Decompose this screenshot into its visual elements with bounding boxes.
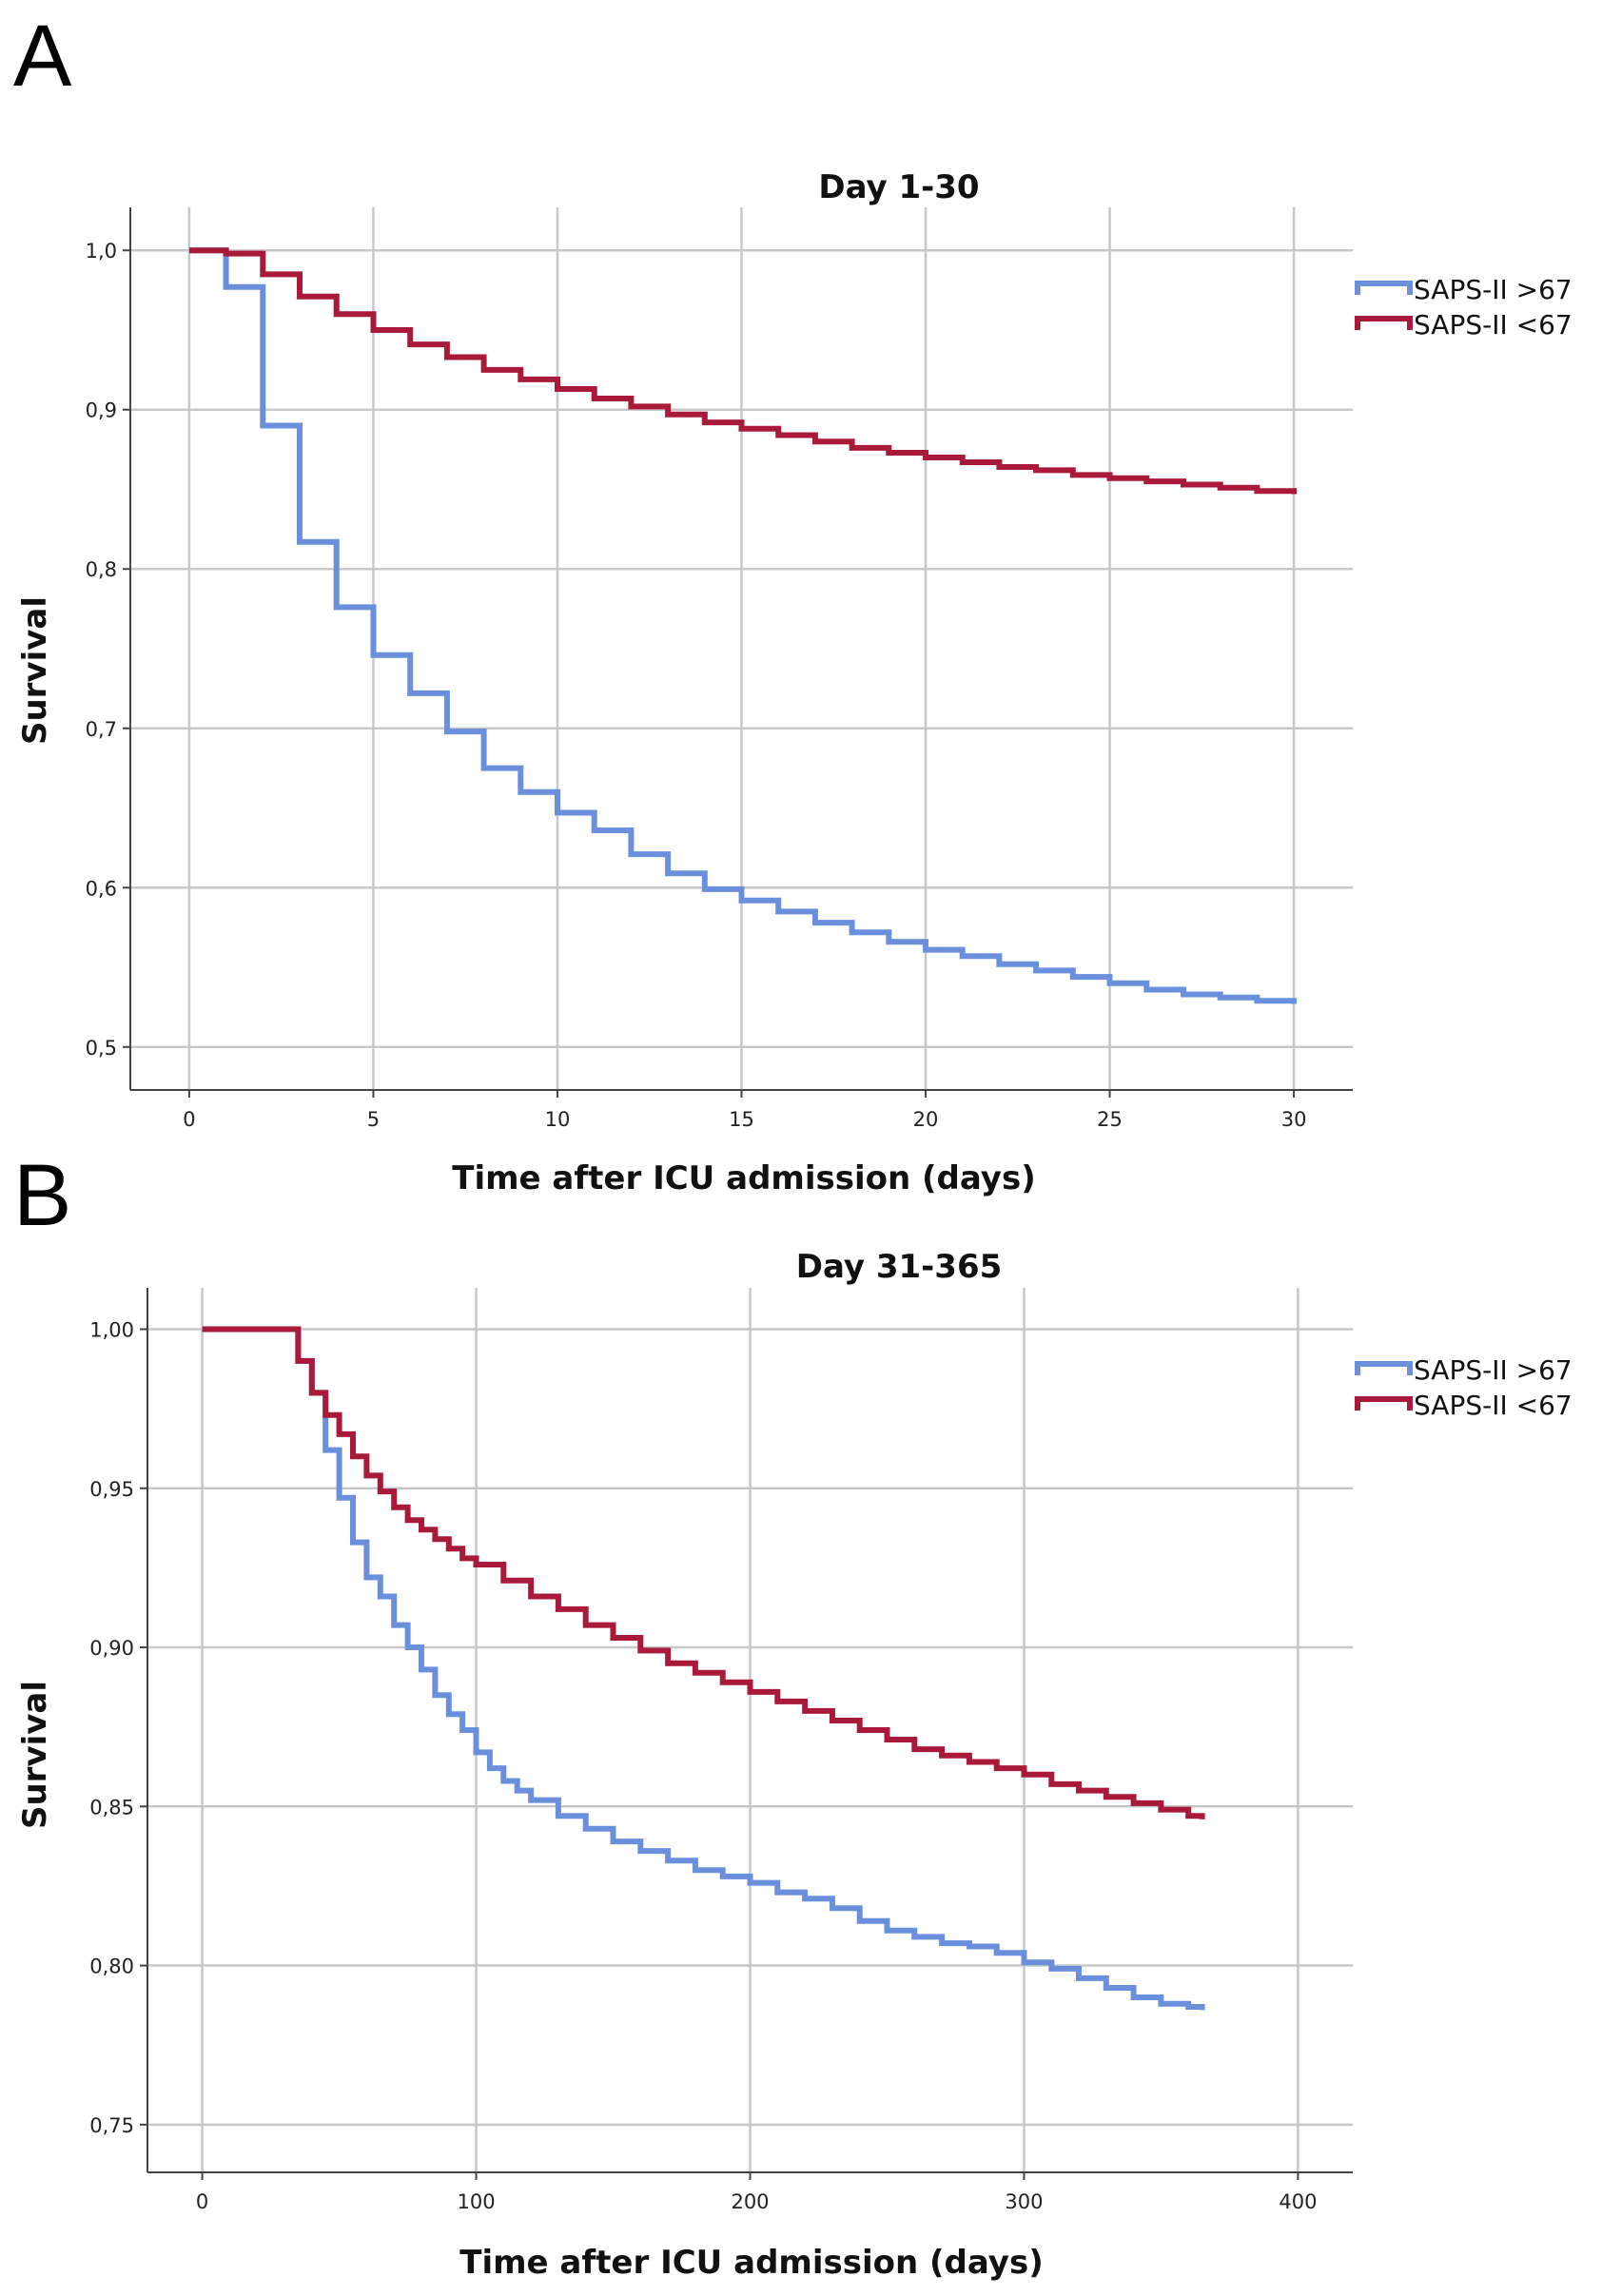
- chart-b-series-0-line: [202, 1326, 1205, 2011]
- chart-b-xlabel: Time after ICU admission (days): [459, 2244, 1043, 2282]
- chart-a-xtick-label-0: 0: [183, 1108, 195, 1131]
- chart-b-xtick-label-4: 400: [1279, 2190, 1317, 2213]
- chart-b-legend-label-1: SAPS-II <67: [1414, 1390, 1573, 1421]
- chart-b-ytick-label-3: 0,90: [89, 1637, 134, 1660]
- chart-a-series-0-line: [188, 247, 1298, 1004]
- chart-a-xtick-label-5: 25: [1097, 1108, 1123, 1131]
- chart-a-xlabel: Time after ICU admission (days): [452, 1159, 1035, 1197]
- chart-a-ytick-label-3: 0,8: [86, 558, 117, 581]
- panel-b-letter: B: [13, 1147, 71, 1244]
- chart-a-legend-label-0: SAPS-II >67: [1414, 274, 1573, 305]
- chart-a-xtick-label-3: 15: [729, 1108, 754, 1131]
- chart-a-curves: [188, 247, 1298, 1004]
- chart-b-xtick-label-0: 0: [196, 2190, 208, 2213]
- chart-a-series-1-line: [188, 247, 1298, 495]
- chart-a: Day 1-30 0 5 10 15 20 25 300,50,60,70,80,91,0 …: [16, 168, 1573, 1197]
- chart-a-ytick-label-5: 1,0: [86, 240, 117, 263]
- chart-b: Day 31-365 0 100 200 300 400 0,75 0,80 0,85 0,90…: [16, 1248, 1573, 2282]
- chart-b-xtick-label-1: 100: [457, 2190, 495, 2213]
- chart-b-xtick-label-2: 200: [731, 2190, 769, 2213]
- chart-a-legend-swatch-1: [1355, 316, 1413, 330]
- chart-a-ylabel: Survival: [16, 596, 54, 745]
- chart-a-xtick-label-4: 20: [913, 1108, 939, 1131]
- chart-b-ylabel: Survival: [16, 1681, 54, 1829]
- chart-b-ticks: 0 100 200 300 400 0,75 0,80 0,85 0,90 0,95 1,00: [89, 1318, 1317, 2213]
- chart-a-legend: SAPS-II >67 SAPS-II <67: [1355, 274, 1573, 341]
- chart-a-legend-label-1: SAPS-II <67: [1414, 309, 1573, 341]
- chart-b-ytick-label-0: 0,75: [89, 2114, 134, 2137]
- chart-a-xtick-label-2: 10: [545, 1108, 571, 1131]
- chart-a-ytick-label-2: 0,7: [86, 718, 117, 741]
- chart-b-ytick-label-4: 0,95: [89, 1478, 134, 1501]
- chart-b-legend-label-0: SAPS-II >67: [1414, 1354, 1573, 1386]
- chart-b-legend-swatch-1: [1355, 1396, 1413, 1411]
- chart-a-ytick-label-1: 0,6: [86, 877, 117, 900]
- chart-a-ticks: 0 5 10 15 20 25 30 0,5 0,6 0,7 0,8 0,9 1,0: [86, 240, 1307, 1131]
- chart-a-legend-swatch-0: [1355, 281, 1413, 295]
- chart-a-xtick-label-1: 5: [367, 1108, 380, 1131]
- panel-a-letter: A: [13, 8, 72, 105]
- chart-a-ytick-label-0: 0,5: [86, 1037, 117, 1060]
- chart-b-grid: [147, 1288, 1353, 2172]
- chart-a-ytick-label-4: 0,9: [86, 399, 117, 422]
- chart-a-title: Day 1-30: [818, 168, 979, 206]
- chart-b-xtick-label-3: 300: [1005, 2190, 1043, 2213]
- chart-b-legend-swatch-0: [1355, 1361, 1413, 1375]
- chart-b-ytick-label-2: 0,85: [89, 1796, 134, 1819]
- chart-b-curves: [202, 1326, 1205, 2011]
- chart-b-ytick-label-5: 1,00: [89, 1318, 134, 1341]
- chart-b-title: Day 31-365: [796, 1248, 1003, 1286]
- chart-b-series-1-line: [202, 1326, 1205, 1819]
- chart-a-xtick-label-6: 30: [1281, 1108, 1307, 1131]
- chart-a-grid: [130, 207, 1353, 1090]
- chart-b-ytick-label-1: 0,80: [89, 1955, 134, 1978]
- chart-b-legend: SAPS-II >67 SAPS-II <67: [1355, 1354, 1573, 1421]
